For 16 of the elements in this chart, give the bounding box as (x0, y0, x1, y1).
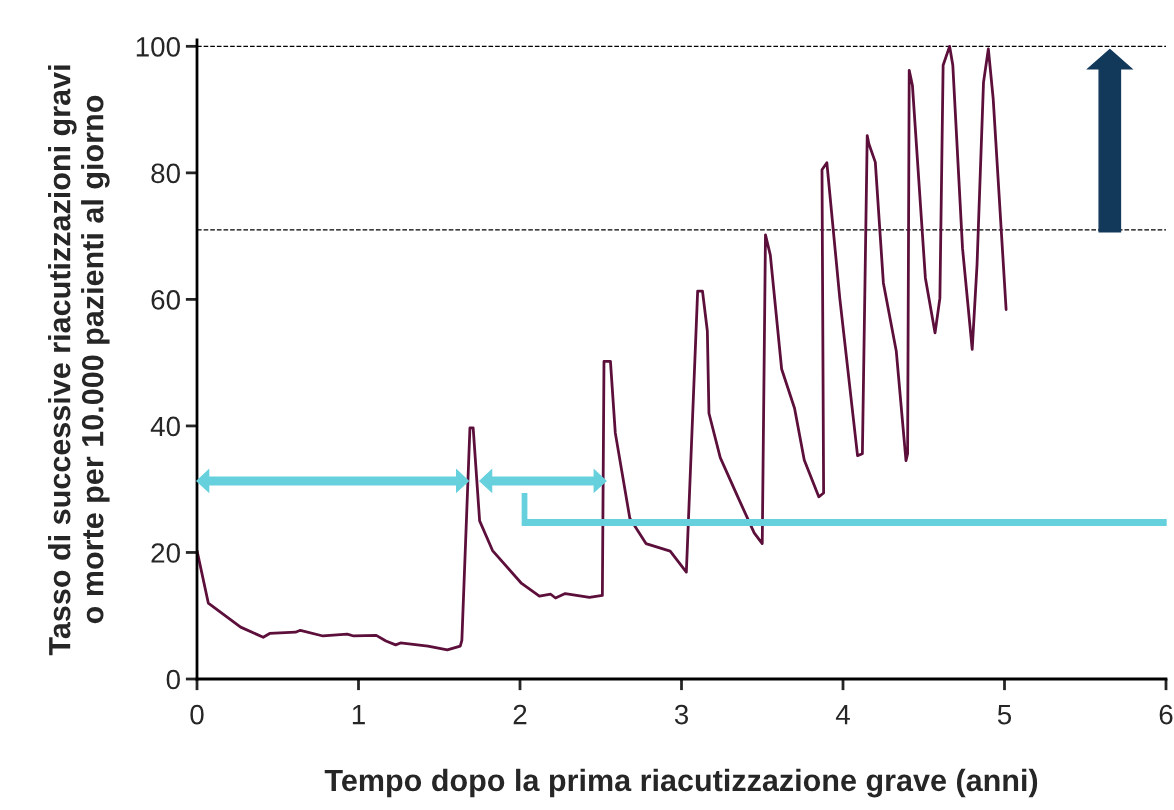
x-tick-label: 5 (997, 705, 1012, 725)
y-axis-title: Tasso di successive riacutizzazioni gravi o morte per 10.000 pazienti al giorno (48, 65, 110, 656)
y-tick-label: 0 (166, 669, 180, 690)
line-series (197, 44, 1008, 652)
x-tick-label: 6 (1159, 704, 1173, 725)
x-tick-label: 1 (352, 705, 365, 725)
x-tick-label: 0 (190, 704, 204, 725)
x-tick-label: 3 (674, 704, 688, 725)
y-tick-label: 80 (151, 163, 180, 184)
y-tick-label: 20 (151, 543, 180, 563)
x-tick-label: 4 (835, 705, 850, 725)
y-tick-label: 40 (150, 416, 180, 437)
y-tick-label: 60 (151, 290, 180, 310)
x-tick-label: 2 (513, 704, 527, 725)
x-axis-title: Tempo dopo la prima riacutizzazione grave (anni) (324, 768, 1038, 798)
y-tick-label: 100 (136, 37, 180, 57)
